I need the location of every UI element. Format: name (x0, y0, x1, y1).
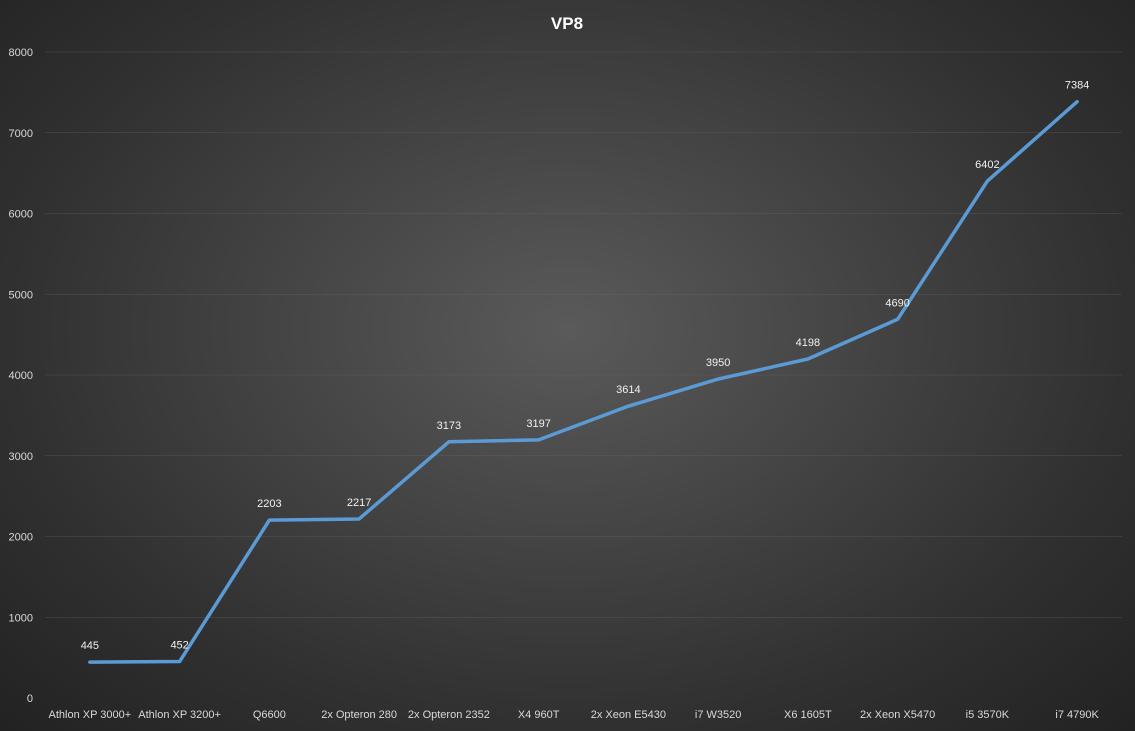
data-label: 3173 (437, 420, 461, 432)
y-tick-label: 0 (27, 693, 33, 705)
data-point (267, 518, 271, 522)
data-point (626, 404, 630, 408)
data-label: 3197 (526, 418, 550, 430)
y-tick-label: 7000 (9, 128, 33, 140)
y-tick-label: 3000 (9, 451, 33, 463)
series-line (88, 99, 1079, 664)
x-tick-label: Q6600 (253, 709, 286, 721)
data-point (447, 440, 451, 444)
gridlines (45, 51, 1122, 618)
data-label: 445 (81, 640, 99, 652)
data-point (357, 517, 361, 521)
data-point (88, 660, 92, 664)
data-point (537, 438, 541, 442)
x-tick-label: i5 3570K (966, 709, 1010, 721)
series-layer (88, 99, 1079, 664)
x-tick-label: i7 4790K (1055, 709, 1099, 721)
data-labels: 445 452 2203 2217 3173 3197 3614 3950 4198 4690 64… (81, 80, 1090, 652)
data-point (896, 317, 900, 321)
y-tick-label: 2000 (9, 532, 33, 544)
chart-title: VP8 (551, 14, 583, 33)
x-tick-label: 2x Opteron 2352 (408, 709, 490, 721)
y-tick-label: 4000 (9, 370, 33, 382)
y-axis-ticks: 0 1000 2000 3000 4000 5000 6000 7000 8000 (9, 47, 33, 705)
data-label: 452 (170, 640, 188, 652)
x-tick-label: 2x Xeon E5430 (591, 709, 666, 721)
data-point (716, 377, 720, 381)
data-point (178, 660, 182, 664)
data-point (1075, 100, 1079, 104)
data-label: 3614 (616, 384, 640, 396)
x-tick-label: i7 W3520 (695, 709, 741, 721)
data-label: 7384 (1065, 80, 1089, 92)
y-tick-label: 6000 (9, 209, 33, 221)
x-axis-ticks: Athlon XP 3000+ Athlon XP 3200+ Q6600 2x Op… (49, 709, 1100, 721)
data-label: 2217 (347, 497, 371, 509)
data-point (806, 357, 810, 361)
x-tick-label: X4 960T (518, 709, 560, 721)
y-tick-label: 8000 (9, 47, 33, 59)
data-label: 3950 (706, 357, 730, 369)
y-tick-label: 1000 (9, 612, 33, 624)
data-label: 4690 (885, 297, 909, 309)
data-point (985, 179, 989, 183)
x-tick-label: Athlon XP 3000+ (49, 709, 132, 721)
data-label: 2203 (257, 498, 281, 510)
data-label: 6402 (975, 159, 999, 171)
x-tick-label: 2x Opteron 280 (321, 709, 397, 721)
x-tick-label: X6 1605T (784, 709, 832, 721)
y-tick-label: 5000 (9, 289, 33, 301)
data-label: 4198 (796, 337, 820, 349)
x-tick-label: Athlon XP 3200+ (138, 709, 221, 721)
x-tick-label: 2x Xeon X5470 (860, 709, 935, 721)
